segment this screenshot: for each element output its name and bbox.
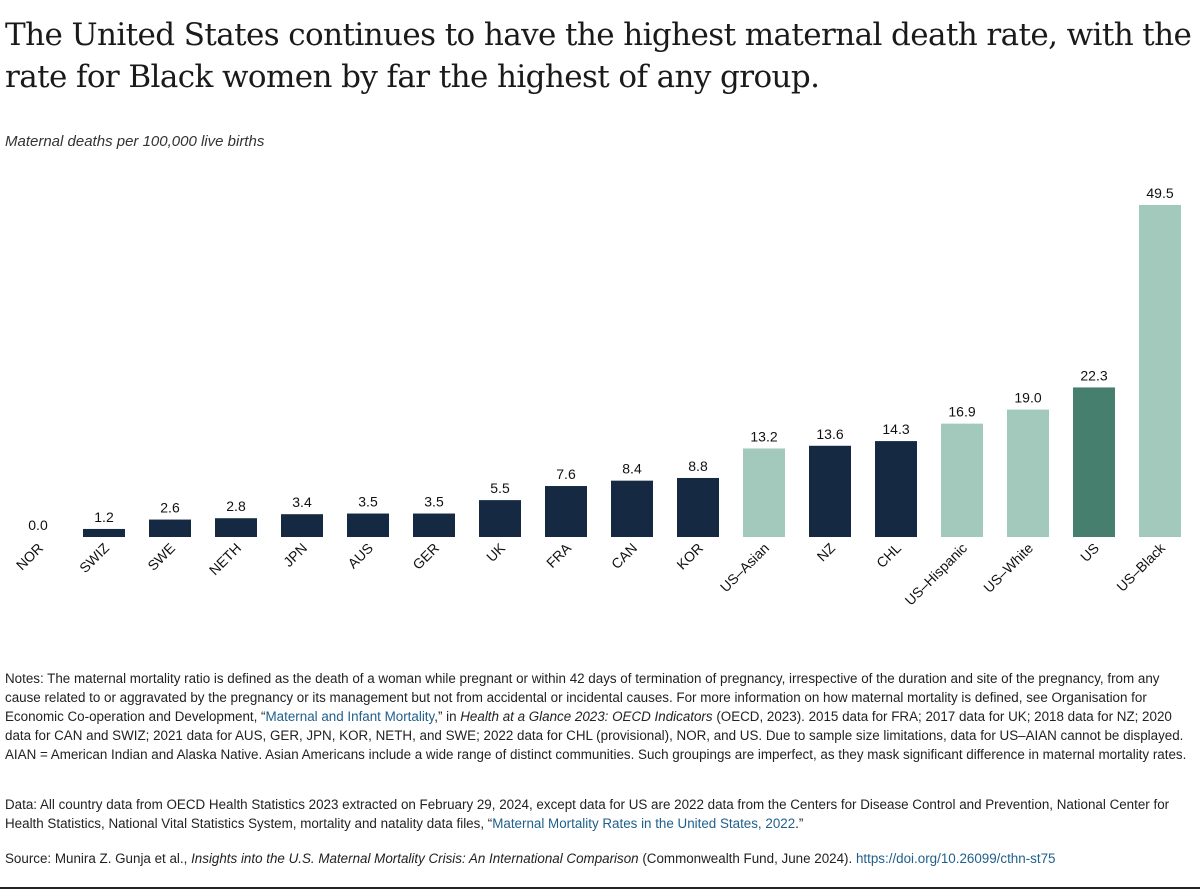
data-note-text: .”: [795, 816, 804, 831]
source-text: (Commonwealth Fund, June 2024).: [638, 851, 856, 866]
bar-UK: [479, 500, 521, 537]
category-label: AUS: [344, 540, 376, 572]
bar-CHL: [875, 441, 917, 537]
value-label: 8.4: [622, 461, 642, 477]
category-label: KOR: [673, 540, 706, 573]
data-note: Data: All country data from OECD Health …: [5, 795, 1197, 833]
bar-SWE: [149, 519, 191, 537]
value-label: 3.5: [358, 494, 378, 510]
cdc-link[interactable]: Maternal Mortality Rates in the United S…: [492, 816, 796, 831]
bar-US: [1073, 387, 1115, 537]
value-label: 3.5: [424, 494, 444, 510]
bar-US–Hispanic: [941, 423, 983, 537]
category-label: SWE: [144, 540, 178, 574]
notes-text: Notes: The maternal mortality ratio is d…: [5, 671, 1160, 724]
category-label: US–White: [980, 540, 1036, 596]
value-label: 22.3: [1080, 367, 1107, 383]
value-label: 13.2: [750, 428, 777, 444]
value-label: 2.6: [160, 500, 180, 516]
value-label: 2.8: [226, 498, 246, 514]
bar-NETH: [215, 518, 257, 537]
bottom-rule: [0, 887, 1200, 889]
source: Source: Munira Z. Gunja et al., Insights…: [5, 849, 1197, 868]
chart-title: The United States continues to have the …: [5, 17, 1192, 95]
category-label: US–Asian: [717, 540, 772, 595]
notes-publication: Health at a Glance 2023: OECD Indicators: [460, 709, 713, 724]
category-label: FRA: [543, 539, 575, 571]
value-label: 3.4: [292, 494, 312, 510]
bar-US–White: [1007, 409, 1049, 537]
category-label: JPN: [280, 540, 310, 570]
value-label: 13.6: [816, 426, 843, 442]
value-label: 5.5: [490, 480, 510, 496]
value-label: 8.8: [688, 458, 708, 474]
value-label: 1.2: [94, 509, 114, 525]
bar-US–Black: [1139, 205, 1181, 537]
category-label: CAN: [608, 540, 640, 572]
bar-CAN: [611, 480, 653, 537]
value-label: 7.6: [556, 466, 576, 482]
doi-link[interactable]: https://doi.org/10.26099/cthn-st75: [855, 851, 1056, 866]
value-label: 14.3: [882, 421, 909, 437]
bar-KOR: [677, 477, 719, 537]
bar-GER: [413, 513, 455, 537]
value-label: 19.0: [1014, 390, 1041, 406]
notes: Notes: The maternal mortality ratio is d…: [5, 669, 1197, 764]
bar-FRA: [545, 486, 587, 537]
notes-text: ,” in: [434, 709, 461, 724]
bar-chart: 0.0 NOR 1.2 SWIZ 2.6 SWE 2.8 NETH 3.4 JPN 3.5 AUS 3.…: [13, 185, 1181, 609]
category-label: US–Black: [1113, 539, 1168, 594]
category-label: US–Hispanic: [902, 540, 971, 609]
data-note-text: Data: All country data from OECD Health …: [5, 797, 1170, 831]
value-label: 16.9: [948, 404, 975, 420]
value-label: 0.0: [28, 517, 48, 533]
category-label: UK: [483, 539, 509, 565]
category-label: SWIZ: [76, 539, 112, 575]
y-axis-label: Maternal deaths per 100,000 live births: [5, 133, 265, 150]
bar-JPN: [281, 514, 323, 537]
oecd-link[interactable]: Maternal and Infant Mortality: [265, 709, 435, 724]
category-label: US: [1077, 540, 1102, 565]
source-text: Source: Munira Z. Gunja et al.,: [5, 851, 192, 866]
notes-text: (OECD, 2023). 2015 data for FRA; 2017 da…: [5, 709, 1187, 762]
category-label: CHL: [873, 540, 904, 571]
category-label: NOR: [13, 540, 46, 573]
bar-US–Asian: [743, 448, 785, 537]
bar-AUS: [347, 513, 389, 537]
value-label: 49.5: [1146, 185, 1173, 201]
bar-SWIZ: [83, 528, 125, 537]
bar-NZ: [809, 445, 851, 537]
source-publication: Insights into the U.S. Maternal Mortalit…: [191, 851, 639, 866]
category-label: NETH: [206, 540, 244, 578]
category-label: NZ: [814, 539, 839, 564]
category-label: GER: [409, 540, 442, 573]
